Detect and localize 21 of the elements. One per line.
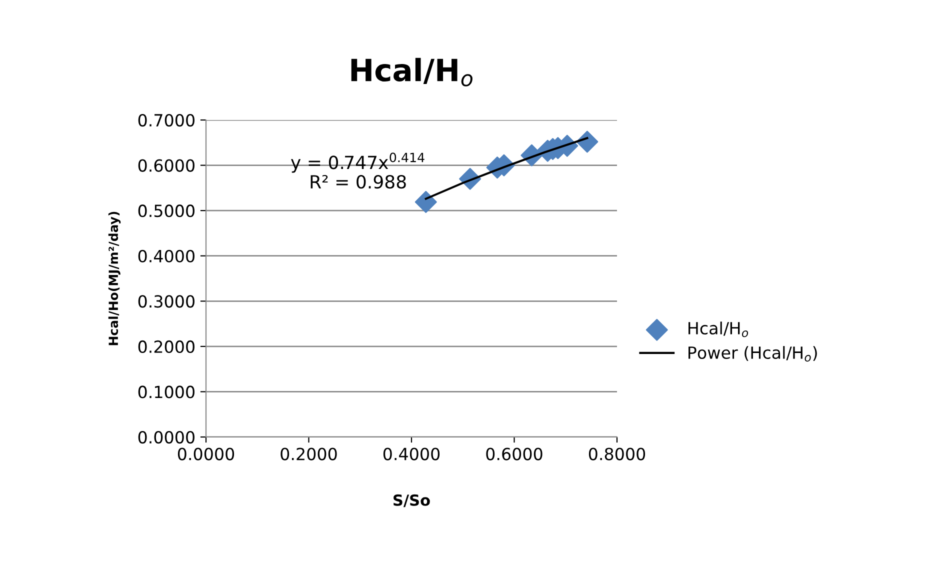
x-tick-label: 0.0000: [178, 448, 234, 460]
y-tick-label: 0.1000: [138, 386, 194, 398]
x-tick-label: 0.6000: [486, 448, 542, 460]
y-tick-label: 0.0000: [138, 430, 194, 444]
chart-title: Hcal/H$_{o}$: [351, 58, 472, 86]
y-tick-label: 0.5000: [138, 204, 194, 218]
x-axis-title: S/So: [394, 494, 430, 508]
y-tick-label: 0.2000: [138, 340, 194, 353]
x-tick-label: 0.8000: [588, 448, 646, 460]
y-tick-label: 0.6000: [138, 159, 194, 172]
y-tick-label: 0.3000: [138, 295, 194, 308]
annotation: R² = 0.988: [310, 174, 406, 189]
y-axis-title: Hcal/Ho(MJ/m²/day): [108, 212, 121, 346]
legend-label: Hcal/H$_{o}$: [688, 322, 748, 338]
point: [414, 190, 437, 213]
legend-label: Power (Hcal/H$_{o}$): [688, 346, 817, 362]
annotation: y = 0.747x$^{0.414}$: [290, 152, 424, 173]
x-tick-label: 0.2000: [280, 448, 337, 460]
y-tick-label: 0.7000: [138, 114, 194, 127]
y-tick-label: 0.4000: [138, 250, 194, 262]
x-tick-label: 0.4000: [383, 448, 440, 460]
